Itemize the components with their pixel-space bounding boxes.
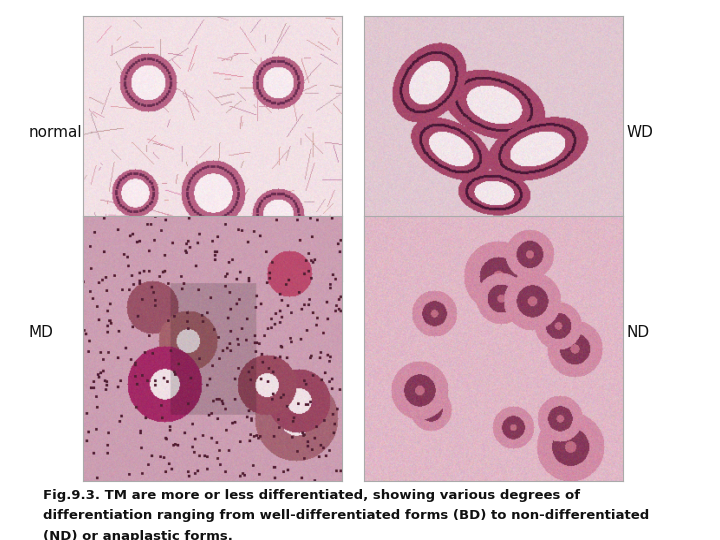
Text: ND: ND (626, 325, 649, 340)
Text: normal: normal (29, 125, 82, 140)
Text: (ND) or anaplastic forms.: (ND) or anaplastic forms. (43, 530, 233, 540)
Text: WD: WD (626, 125, 653, 140)
Text: Fig.9.3. TM are more or less differentiated, showing various degrees of: Fig.9.3. TM are more or less differentia… (43, 489, 580, 502)
Text: differentiation ranging from well-differentiated forms (BD) to non-differentiate: differentiation ranging from well-differ… (43, 509, 649, 522)
Text: MD: MD (29, 325, 54, 340)
